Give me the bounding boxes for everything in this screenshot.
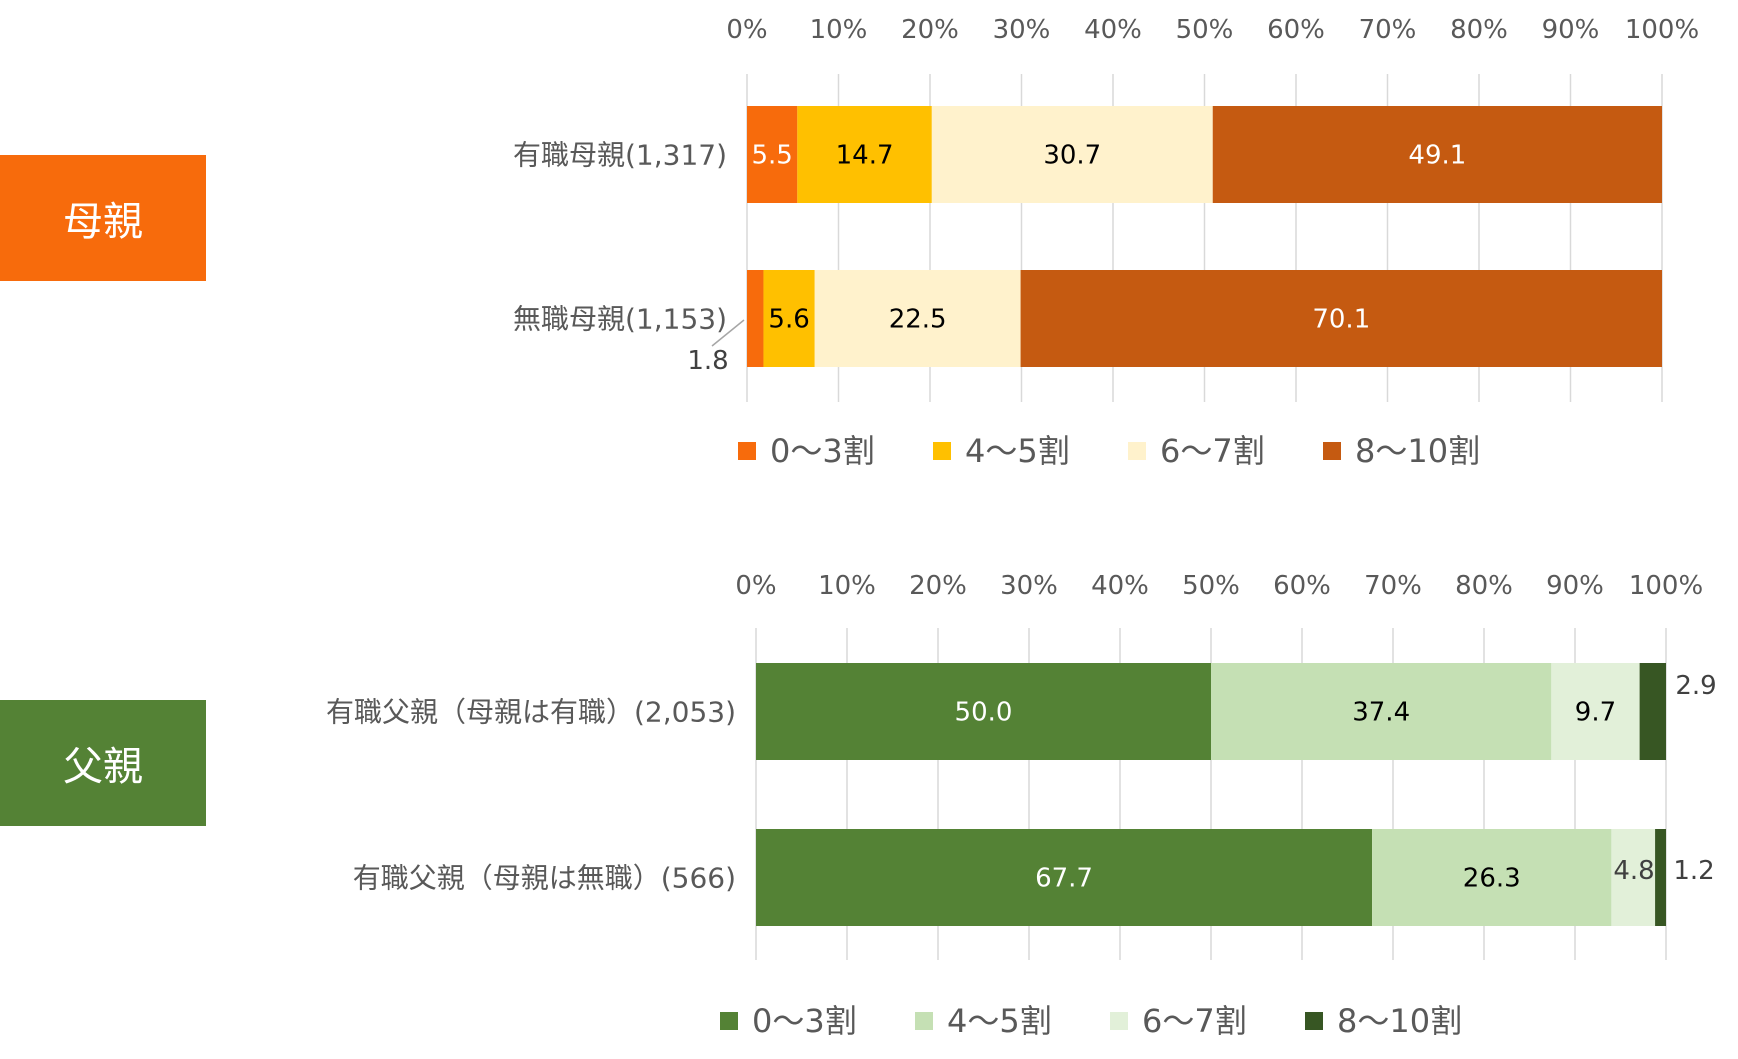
legend-swatch (720, 1012, 738, 1030)
x-tick-label: 90% (1546, 571, 1604, 601)
x-tick-label: 10% (818, 571, 876, 601)
bar-segment (1639, 663, 1666, 760)
legend-swatch (1128, 442, 1146, 460)
data-label: 9.7 (1575, 698, 1616, 728)
legend-swatch (1323, 442, 1341, 460)
legend-label: 4～5割 (965, 432, 1070, 470)
category-label: 有職母親(1,317) (513, 139, 727, 172)
data-label: 49.1 (1408, 141, 1466, 171)
father-section-label: 父親 (0, 700, 206, 826)
x-tick-label: 100% (1625, 15, 1699, 45)
data-label: 50.0 (955, 698, 1013, 728)
bar-segment (756, 829, 1373, 926)
category-label: 有職父親（母親は無職）(566) (353, 862, 736, 895)
x-tick-label: 70% (1364, 571, 1422, 601)
category-label: 無職母親(1,153) (513, 303, 727, 336)
data-label: 22.5 (889, 305, 947, 335)
x-tick-label: 40% (1091, 571, 1149, 601)
data-label: 5.5 (751, 141, 792, 171)
bar-segment (1020, 270, 1662, 367)
bar-segment (763, 270, 815, 367)
mother-section-label: 母親 (0, 155, 206, 281)
x-tick-label: 0% (735, 571, 776, 601)
category-label: 有職父親（母親は有職）(2,053) (326, 696, 736, 729)
bar-segment (1551, 663, 1640, 760)
bar-segment (1212, 106, 1662, 203)
data-label: 26.3 (1463, 864, 1521, 894)
data-label: 2.9 (1675, 671, 1716, 701)
x-tick-label: 70% (1359, 15, 1417, 45)
data-label: 30.7 (1043, 141, 1101, 171)
x-tick-label: 60% (1273, 571, 1331, 601)
bar-segment (747, 106, 798, 203)
legend-swatch (738, 442, 756, 460)
x-tick-label: 60% (1267, 15, 1325, 45)
legend-label: 6～7割 (1160, 432, 1265, 470)
bar-segment (931, 106, 1213, 203)
x-tick-label: 50% (1176, 15, 1234, 45)
x-tick-label: 90% (1542, 15, 1600, 45)
data-label: 4.8 (1613, 856, 1654, 886)
data-label: 5.6 (768, 305, 809, 335)
x-tick-label: 0% (726, 15, 767, 45)
data-label: 14.7 (836, 141, 894, 171)
legend-swatch (1305, 1012, 1323, 1030)
data-label: 1.2 (1673, 856, 1714, 886)
legend-label: 0～3割 (770, 432, 875, 470)
x-tick-label: 50% (1182, 571, 1240, 601)
legend-swatch (1110, 1012, 1128, 1030)
bar-segment (756, 663, 1211, 760)
data-label: 1.8 (687, 346, 728, 376)
x-tick-label: 40% (1084, 15, 1142, 45)
data-label: 67.7 (1035, 864, 1093, 894)
legend-label: 0～3割 (752, 1002, 857, 1040)
x-tick-label: 20% (901, 15, 959, 45)
data-label: 70.1 (1312, 305, 1370, 335)
x-tick-label: 20% (909, 571, 967, 601)
x-tick-label: 30% (993, 15, 1051, 45)
bar-segment (1211, 663, 1552, 760)
legend-label: 4～5割 (947, 1002, 1052, 1040)
legend-swatch (915, 1012, 933, 1030)
bar-segment (1611, 829, 1656, 926)
bar-segment (814, 270, 1021, 367)
legend-label: 6～7割 (1142, 1002, 1247, 1040)
data-label-leader (711, 319, 745, 347)
legend-swatch (933, 442, 951, 460)
x-tick-label: 30% (1000, 571, 1058, 601)
bar-segment (1372, 829, 1612, 926)
legend-label: 8～10割 (1355, 432, 1480, 470)
x-tick-label: 10% (810, 15, 868, 45)
bar-segment (1655, 829, 1666, 926)
legend-label: 8～10割 (1337, 1002, 1462, 1040)
bar-segment (797, 106, 932, 203)
bar-segment (747, 270, 764, 367)
x-tick-label: 100% (1629, 571, 1703, 601)
data-label: 37.4 (1352, 698, 1410, 728)
x-tick-label: 80% (1450, 15, 1508, 45)
x-tick-label: 80% (1455, 571, 1513, 601)
